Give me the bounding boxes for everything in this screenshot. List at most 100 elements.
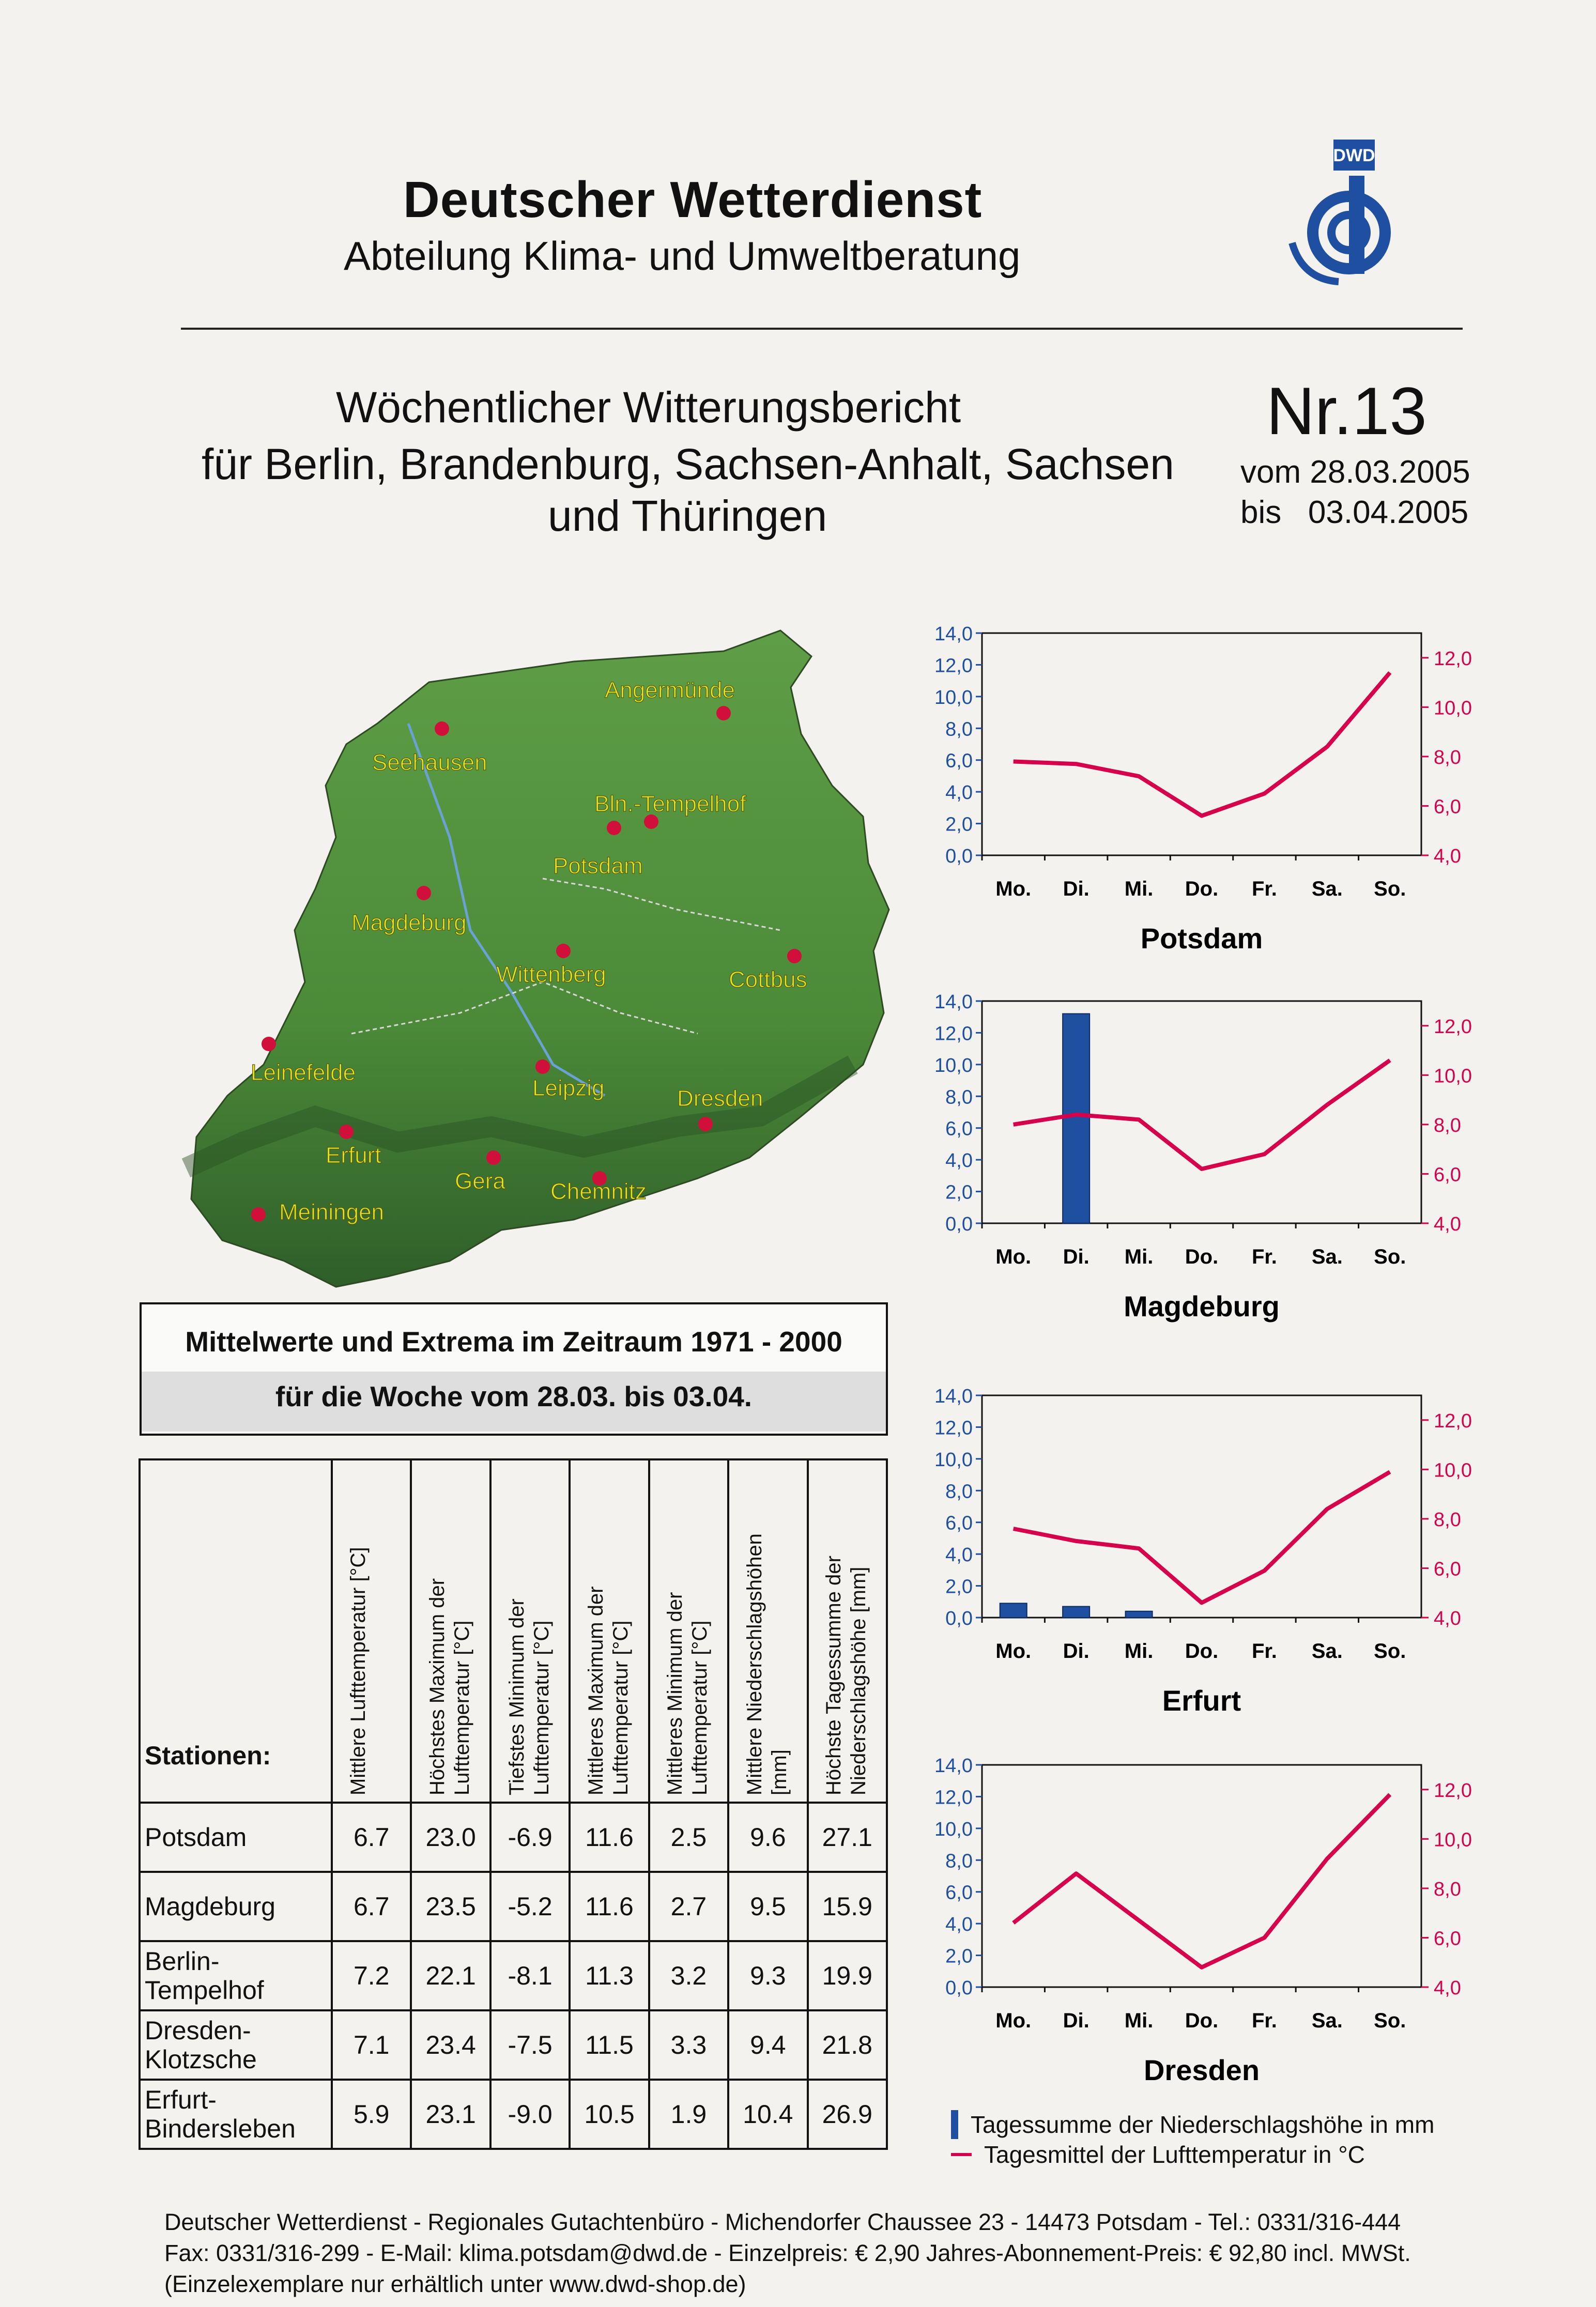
- precip-tick-label: 2,0: [945, 1946, 973, 1967]
- report-number: Nr.13: [1266, 373, 1427, 449]
- temp-tick-label: 10,0: [1434, 697, 1472, 719]
- table-cell: 7.2: [330, 1940, 412, 2011]
- city-label-tempelhof: Bln.-Tempelhof: [594, 791, 746, 817]
- x-tick-label: So.: [1374, 878, 1406, 900]
- logo-text: DWD: [1333, 146, 1375, 165]
- precip-tick-label: 14,0: [934, 623, 973, 645]
- chart-svg: 14,0 12,0 10,0 8,0 6,0 4,0 2,0 0,0 12,0 10,0 8,0 6,…: [934, 1386, 1472, 1717]
- temp-tick-label: 6,0: [1434, 1164, 1461, 1186]
- table-cell: 11.3: [569, 1940, 650, 2011]
- temp-tick-label: 4,0: [1434, 1213, 1461, 1235]
- x-tick-label: Mi.: [1125, 1640, 1154, 1663]
- table-cell: 6.7: [330, 1871, 412, 1942]
- table-cell: -8.1: [489, 1940, 571, 2011]
- chart-title: Magdeburg: [1124, 1290, 1280, 1322]
- chart-svg: 14,0 12,0 10,0 8,0 6,0 4,0 2,0 0,0 12,0 10,0 8,0 6,…: [934, 1755, 1472, 2086]
- table-header-row: Stationen: Mittlere Lufttemperatur [°C] …: [139, 1458, 888, 1804]
- table-cell: 23.0: [410, 1802, 492, 1873]
- station-name: Berlin- Tempelhof: [139, 1940, 333, 2011]
- period-from: vom 28.03.2005: [1240, 454, 1470, 490]
- precip-tick-label: 4,0: [945, 782, 973, 804]
- legend-temp: Tagesmittel der Lufttemperatur in °C: [951, 2140, 1434, 2170]
- legend-bar-label: Tagessumme der Niederschlagshöhe in mm: [971, 2111, 1435, 2138]
- temp-tick-label: 8,0: [1434, 747, 1461, 768]
- legend-precip: Tagessumme der Niederschlagshöhe in mm: [951, 2110, 1434, 2140]
- legend-line-swatch: [951, 2153, 972, 2156]
- precip-tick-label: 12,0: [934, 655, 973, 676]
- x-tick-label: Mi.: [1125, 878, 1154, 900]
- plot-area: [981, 1000, 1422, 1224]
- city-label-seehausen: Seehausen: [372, 750, 487, 775]
- x-tick-label: Di.: [1063, 1245, 1089, 1268]
- temp-line: [1013, 671, 1392, 818]
- x-tick-label: Do.: [1185, 1640, 1218, 1663]
- table-cell: 2.7: [648, 1871, 730, 1942]
- temp-tick-label: 4,0: [1434, 1977, 1461, 1999]
- footer: Deutscher Wetterdienst - Regionales Guta…: [164, 2207, 1411, 2300]
- table-cell: 7.1: [330, 2009, 412, 2081]
- x-tick-label: Sa.: [1312, 1245, 1343, 1268]
- temp-tick-label: 8,0: [1434, 1509, 1461, 1531]
- chart-title: Potsdam: [1141, 922, 1263, 955]
- precip-tick-label: 6,0: [945, 1513, 973, 1534]
- footer-shop: (Einzelexemplare nur erhältlich unter ww…: [164, 2271, 746, 2297]
- table-cell: 3.3: [648, 2009, 730, 2081]
- table-cell: 2.5: [648, 1802, 730, 1873]
- table-cell: 10.4: [727, 2079, 809, 2150]
- plot-area: [981, 1764, 1422, 1988]
- x-tick-label: So.: [1374, 1245, 1406, 1268]
- column-header-label: Mittlere Niederschlagshöhen [mm]: [743, 1533, 791, 1795]
- table-cell: 1.9: [648, 2079, 730, 2150]
- temp-tick-label: 10,0: [1434, 1065, 1472, 1087]
- temp-tick-label: 10,0: [1434, 1459, 1472, 1481]
- precip-tick-label: 4,0: [945, 1914, 973, 1935]
- precip-tick-label: 2,0: [945, 814, 973, 836]
- precip-tick-label: 14,0: [934, 1386, 973, 1407]
- x-tick-label: Mo.: [995, 1245, 1031, 1268]
- precip-tick-label: 8,0: [945, 1086, 973, 1108]
- precip-tick-label: 2,0: [945, 1182, 973, 1204]
- precip-tick-label: 0,0: [945, 845, 973, 867]
- report-regions-line1: für Berlin, Brandenburg, Sachsen-Anhalt,…: [202, 440, 1174, 488]
- table-cell: 15.9: [806, 1871, 888, 1942]
- table-cell: 9.6: [727, 1802, 809, 1873]
- temp-tick-label: 6,0: [1434, 1558, 1461, 1580]
- city-label-leipzig: Leipzig: [532, 1075, 604, 1101]
- table-cell: 21.8: [806, 2009, 888, 2081]
- city-label-leinefelde: Leinefelde: [251, 1060, 356, 1085]
- station-column-header: Stationen:: [139, 1458, 333, 1804]
- chart-svg: 14,0 12,0 10,0 8,0 6,0 4,0 2,0 0,0 12,0 10,0 8,0 6,…: [934, 991, 1472, 1322]
- column-header: Höchste Tagessumme der Niederschlagshöhe…: [806, 1458, 888, 1804]
- x-tick-label: Fr.: [1252, 1640, 1277, 1663]
- city-label-cottbus: Cottbus: [729, 967, 807, 992]
- table-cell: -7.5: [489, 2009, 571, 2081]
- table-cell: 9.5: [727, 1871, 809, 1942]
- table-cell: -5.2: [489, 1871, 571, 1942]
- precip-tick-label: 8,0: [945, 1481, 973, 1502]
- column-header-label: Mittlere Lufttemperatur [°C]: [346, 1547, 370, 1795]
- station-name: Potsdam: [139, 1802, 333, 1873]
- column-header-label: Tiefstes Minimum der Lufttemperatur [°C]: [505, 1598, 553, 1795]
- table-cell: 23.5: [410, 1871, 492, 1942]
- footer-address: Deutscher Wetterdienst - Regionales Guta…: [164, 2209, 1401, 2235]
- city-label-wittenberg: Wittenberg: [496, 962, 606, 987]
- climate-means-box: Mittelwerte und Extrema im Zeitraum 1971…: [140, 1302, 888, 1436]
- table-cell: 23.4: [410, 2009, 492, 2081]
- table-cell: 19.9: [806, 1940, 888, 2011]
- city-label-angermuende: Angermünde: [605, 678, 735, 703]
- city-label-erfurt: Erfurt: [326, 1143, 381, 1168]
- station-name: Magdeburg: [139, 1871, 333, 1942]
- chart-title: Erfurt: [1162, 1684, 1241, 1717]
- plot-area: [981, 632, 1422, 856]
- table-cell: 23.1: [410, 2079, 492, 2150]
- table-cell: -6.9: [489, 1802, 571, 1873]
- table-cell: 11.6: [569, 1871, 650, 1942]
- x-tick-label: Do.: [1185, 2009, 1218, 2032]
- table-cell: 6.7: [330, 1802, 412, 1873]
- column-header: Mittleres Minimum der Lufttemperatur [°C…: [648, 1458, 730, 1804]
- table-cell: 10.5: [569, 2079, 650, 2150]
- precip-tick-label: 6,0: [945, 750, 973, 772]
- table-cell: 11.5: [569, 2009, 650, 2081]
- table-cell: -9.0: [489, 2079, 571, 2150]
- table-row: Erfurt- Bindersleben 5.9 23.1 -9.0 10.5 1.9 10.…: [139, 2079, 888, 2150]
